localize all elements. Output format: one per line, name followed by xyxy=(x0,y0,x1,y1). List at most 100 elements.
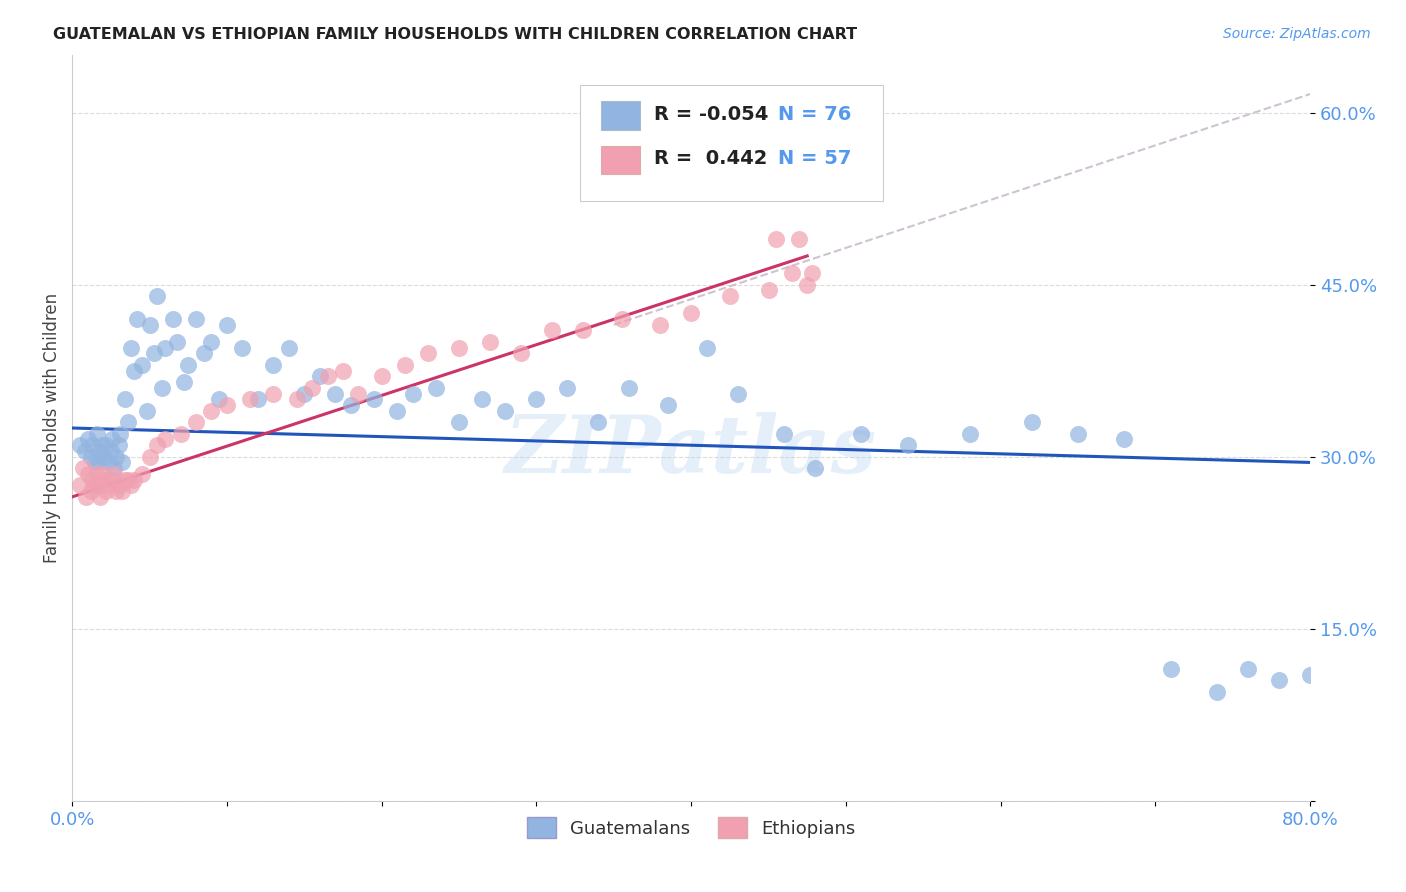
Point xyxy=(69,478,91,492)
Point xyxy=(416,346,439,360)
Point xyxy=(169,426,191,441)
Point xyxy=(471,392,494,407)
Point xyxy=(1206,685,1229,699)
Point xyxy=(89,490,111,504)
Point xyxy=(72,461,94,475)
Point xyxy=(657,398,679,412)
Point xyxy=(1067,426,1090,441)
Point xyxy=(231,341,253,355)
Point xyxy=(696,341,718,355)
Point xyxy=(959,426,981,441)
Point xyxy=(510,346,533,360)
Point xyxy=(122,473,145,487)
Point xyxy=(385,404,408,418)
FancyBboxPatch shape xyxy=(579,85,883,201)
Point xyxy=(526,392,548,407)
Point xyxy=(619,381,641,395)
Point xyxy=(557,381,579,395)
Text: R = -0.054: R = -0.054 xyxy=(654,104,769,124)
Point xyxy=(215,318,238,332)
Point xyxy=(773,426,796,441)
Point xyxy=(789,232,811,246)
Point xyxy=(449,341,471,355)
Point xyxy=(541,324,564,338)
Point xyxy=(107,478,129,492)
Point xyxy=(90,473,112,487)
Point xyxy=(262,358,284,372)
Point xyxy=(100,444,122,458)
Point xyxy=(103,461,125,475)
Point xyxy=(1160,662,1182,676)
Point xyxy=(96,438,118,452)
Point xyxy=(173,375,195,389)
Point xyxy=(86,426,108,441)
FancyBboxPatch shape xyxy=(600,102,640,129)
Legend: Guatemalans, Ethiopians: Guatemalans, Ethiopians xyxy=(520,810,862,846)
Point xyxy=(681,306,703,320)
Point xyxy=(479,334,502,349)
Point xyxy=(262,386,284,401)
Point xyxy=(184,415,207,429)
Point xyxy=(162,312,184,326)
Point xyxy=(347,386,370,401)
Point xyxy=(193,346,215,360)
Point xyxy=(363,392,385,407)
Point xyxy=(82,438,104,452)
Point xyxy=(146,289,169,303)
Point xyxy=(122,364,145,378)
Point xyxy=(1299,667,1322,681)
FancyBboxPatch shape xyxy=(600,146,640,175)
Point xyxy=(138,318,160,332)
Point xyxy=(323,386,346,401)
Point xyxy=(184,312,207,326)
Point xyxy=(114,473,136,487)
Point xyxy=(727,386,749,401)
Point xyxy=(97,478,120,492)
Point xyxy=(796,277,818,292)
Point xyxy=(401,386,423,401)
Point xyxy=(758,283,780,297)
Point xyxy=(239,392,262,407)
Point xyxy=(117,415,139,429)
Point xyxy=(1114,433,1136,447)
Point xyxy=(394,358,416,372)
Point xyxy=(153,341,176,355)
Point xyxy=(114,392,136,407)
Point xyxy=(332,364,354,378)
Point xyxy=(301,381,323,395)
Point xyxy=(780,266,803,280)
Point xyxy=(277,341,299,355)
Point xyxy=(650,318,672,332)
Point xyxy=(108,426,131,441)
Point xyxy=(308,369,330,384)
Point xyxy=(285,392,308,407)
Point xyxy=(84,478,107,492)
Point xyxy=(91,450,114,464)
Point xyxy=(370,369,392,384)
Point xyxy=(143,346,166,360)
Point xyxy=(339,398,361,412)
Point xyxy=(131,467,153,481)
Point xyxy=(131,358,153,372)
Point xyxy=(117,473,139,487)
Point xyxy=(246,392,269,407)
Point xyxy=(610,312,633,326)
Point xyxy=(80,450,103,464)
Point xyxy=(69,438,91,452)
Point xyxy=(572,324,595,338)
Point xyxy=(104,450,127,464)
Point xyxy=(425,381,447,395)
Point xyxy=(96,484,118,499)
Point xyxy=(120,341,142,355)
Point xyxy=(1268,673,1291,688)
Point xyxy=(200,334,222,349)
Point xyxy=(804,461,827,475)
Text: N = 57: N = 57 xyxy=(778,149,851,169)
Text: N = 76: N = 76 xyxy=(778,104,851,124)
Point xyxy=(82,473,104,487)
Point xyxy=(90,438,112,452)
Point xyxy=(101,433,124,447)
Point xyxy=(138,450,160,464)
Point xyxy=(87,455,110,469)
Point xyxy=(166,334,188,349)
